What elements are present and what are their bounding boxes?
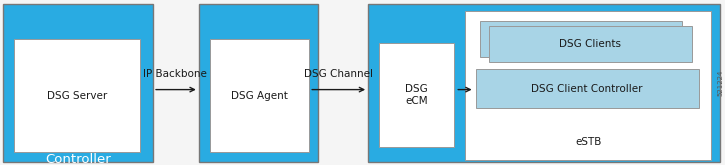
Text: DSG
eCM: DSG eCM	[405, 84, 428, 106]
Bar	[465, 11, 710, 160]
Bar	[199, 4, 318, 162]
Text: eSTB: eSTB	[575, 137, 601, 147]
Bar	[14, 39, 140, 152]
Text: DSG Server: DSG Server	[47, 91, 107, 101]
Text: Set-top Device: Set-top Device	[494, 138, 592, 151]
Bar	[476, 69, 699, 108]
Text: 521224: 521224	[717, 69, 723, 96]
Bar	[210, 39, 310, 152]
Bar	[480, 21, 682, 57]
Text: DSG Client Controller: DSG Client Controller	[531, 84, 643, 94]
Text: Set-top4
Controller: Set-top4 Controller	[45, 138, 111, 165]
Bar	[368, 4, 720, 162]
Text: DSG Clients: DSG Clients	[559, 39, 621, 49]
Text: CCMTS: CCMTS	[236, 138, 282, 151]
Text: DSG Agent: DSG Agent	[231, 91, 288, 101]
Text: IP Backbone: IP Backbone	[144, 69, 207, 80]
Text: DSG Channel: DSG Channel	[304, 69, 373, 80]
Bar	[489, 26, 692, 62]
Bar	[379, 43, 455, 147]
Bar	[3, 4, 153, 162]
